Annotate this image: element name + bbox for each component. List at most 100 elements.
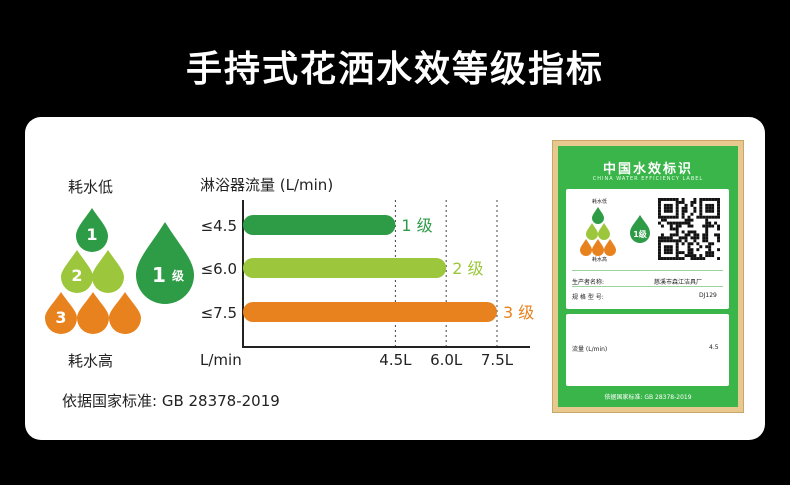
- qr-module: [717, 198, 720, 201]
- qr-module: [675, 200, 679, 204]
- drop-grade-3b: [77, 292, 109, 334]
- qr-module: [699, 215, 703, 219]
- qr-module: [663, 257, 667, 260]
- qr-module: [663, 245, 667, 249]
- qr-module: [658, 209, 661, 213]
- qr-module: [658, 257, 661, 260]
- qr-module: [696, 242, 700, 246]
- qr-module: [678, 236, 682, 240]
- bar-data-label: 1 级: [401, 216, 432, 235]
- producer-key: 生产者名称:: [572, 279, 605, 286]
- qr-module: [675, 248, 679, 252]
- big-drop-grade-1: 1 级: [136, 222, 194, 304]
- qr-module: [687, 221, 691, 225]
- qr-module: [708, 245, 712, 249]
- qr-module: [660, 218, 664, 222]
- qr-module: [687, 251, 691, 255]
- qr-module: [717, 215, 720, 219]
- drop-grade-1-label: 1: [86, 225, 97, 244]
- label-drop-2b: [598, 223, 610, 240]
- qr-module: [669, 198, 673, 201]
- qr-module: [690, 200, 694, 204]
- label-drop-3a: [580, 239, 592, 256]
- qr-module: [690, 218, 694, 222]
- qr-module: [690, 230, 694, 234]
- qr-module: [666, 236, 670, 240]
- qr-module: [705, 221, 709, 225]
- qr-module: [717, 209, 720, 213]
- qr-module: [672, 239, 676, 243]
- qr-module: [708, 254, 712, 258]
- qr-module: [705, 209, 709, 213]
- qr-module: [711, 254, 715, 258]
- qr-module: [696, 233, 700, 237]
- qr-module: [711, 206, 715, 210]
- qr-module: [669, 221, 673, 225]
- qr-module: [669, 206, 673, 210]
- qr-module: [705, 227, 709, 231]
- low-consumption-label: 耗水低: [68, 178, 114, 196]
- x-tick-label: 7.5L: [481, 351, 514, 369]
- qr-module: [675, 245, 679, 249]
- qr-module: [705, 198, 709, 201]
- qr-module: [696, 215, 700, 219]
- qr-module: [690, 236, 694, 240]
- qr-module: [684, 203, 688, 207]
- qr-module: [663, 206, 667, 210]
- qr-module: [684, 221, 688, 225]
- qr-module: [699, 198, 703, 201]
- qr-module: [675, 254, 679, 258]
- qr-module: [687, 233, 691, 237]
- qr-module: [672, 221, 676, 225]
- model-key: 规 格 型 号:: [572, 294, 604, 301]
- qr-module: [717, 227, 720, 231]
- qr-module: [702, 257, 706, 260]
- qr-module: [658, 212, 661, 216]
- qr-module: [699, 212, 703, 216]
- chart-title: 淋浴器流量 (L/min): [200, 176, 333, 194]
- qr-module: [702, 233, 706, 237]
- qr-module: [696, 248, 700, 252]
- qr-module: [702, 224, 706, 228]
- qr-module: [669, 209, 673, 213]
- qr-module: [690, 254, 694, 258]
- qr-module: [678, 239, 682, 243]
- qr-module: [690, 251, 694, 255]
- x-ticks: 4.5L 6.0L 7.5L: [379, 351, 513, 369]
- qr-module: [693, 200, 697, 204]
- qr-module: [681, 198, 685, 201]
- qr-module: [669, 251, 673, 255]
- label-title: 中国水效标识: [602, 162, 693, 177]
- label-badge-drop: [630, 215, 650, 243]
- qr-module: [711, 251, 715, 255]
- qr-module: [708, 206, 712, 210]
- qr-module: [696, 257, 700, 260]
- qr-module: [714, 215, 718, 219]
- drop-grade-3-label: 3: [55, 308, 66, 327]
- qr-module: [681, 221, 685, 225]
- qr-module: [687, 215, 691, 219]
- qr-module: [687, 230, 691, 234]
- qr-module: [660, 233, 664, 237]
- qr-module: [658, 221, 661, 225]
- qr-module: [669, 245, 673, 249]
- qr-module: [666, 198, 670, 201]
- qr-module: [675, 221, 679, 225]
- qr-module: [666, 206, 670, 210]
- qr-module: [684, 209, 688, 213]
- label-drops: 1级: [580, 207, 650, 256]
- qr-module: [658, 198, 661, 201]
- qr-module: [666, 245, 670, 249]
- big-drop-suffix: 级: [172, 268, 184, 283]
- label-badge-text: 1级: [633, 229, 648, 239]
- qr-module: [699, 206, 703, 210]
- drop-grade-2b: [92, 250, 124, 293]
- qr-module: [684, 239, 688, 243]
- qr-module: [666, 257, 670, 260]
- bar: [243, 302, 497, 322]
- qr-module: [699, 254, 703, 258]
- qr-module: [669, 248, 673, 252]
- bar-series: 1 级 2 级 3 级: [243, 215, 534, 322]
- qr-module: [669, 224, 673, 228]
